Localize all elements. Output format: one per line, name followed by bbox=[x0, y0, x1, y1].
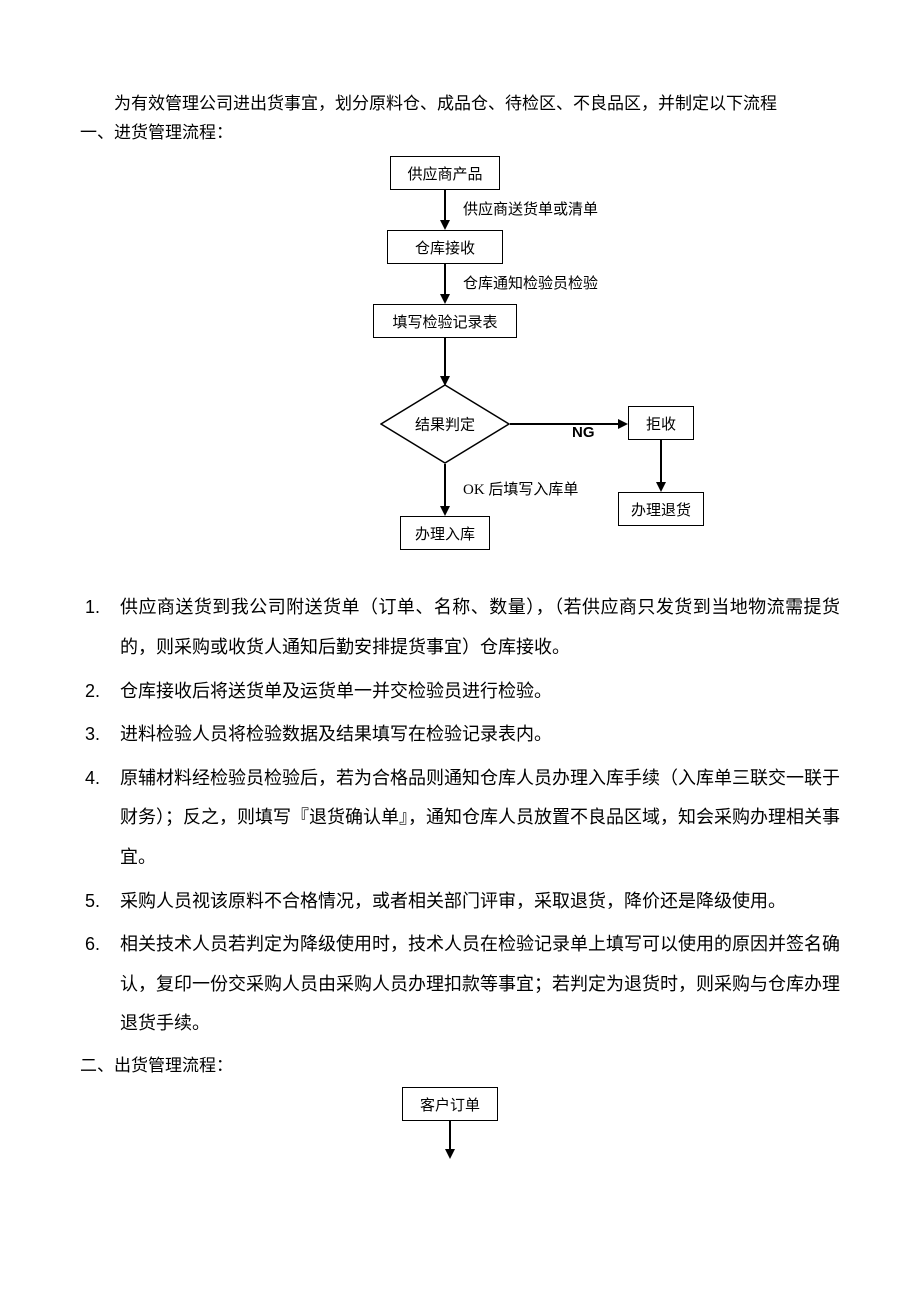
section-1-title: 一、进货管理流程： bbox=[80, 119, 840, 146]
flowchart-outbound: 客户订单 bbox=[80, 1087, 840, 1177]
flowchart-inbound: 供应商产品 供应商送货单或清单 仓库接收 仓库通知检验员检验 填写检验记录表 结… bbox=[80, 156, 840, 566]
node-supplier-product: 供应商产品 bbox=[390, 156, 500, 190]
intro-text: 为有效管理公司进出货事宜，划分原料仓、成品仓、待检区、不良品区，并制定以下流程 bbox=[80, 90, 840, 117]
step-item: 供应商送货到我公司附送货单（订单、名称、数量），（若供应商只发货到当地物流需提货… bbox=[80, 588, 840, 667]
edge-label-notify-inspector: 仓库通知检验员检验 bbox=[463, 272, 598, 293]
node-reject: 拒收 bbox=[628, 406, 694, 440]
step-item: 原辅材料经检验员检验后，若为合格品则通知仓库人员办理入库手续（入库单三联交一联于… bbox=[80, 759, 840, 878]
node-decision-result: 结果判定 bbox=[380, 384, 510, 464]
node-process-return: 办理退货 bbox=[618, 492, 704, 526]
step-item: 仓库接收后将送货单及运货单一并交检验员进行检验。 bbox=[80, 672, 840, 712]
node-warehouse-receive: 仓库接收 bbox=[387, 230, 503, 264]
step-item: 采购人员视该原料不合格情况，或者相关部门评审，采取退货，降价还是降级使用。 bbox=[80, 882, 840, 922]
node-customer-order: 客户订单 bbox=[402, 1087, 498, 1121]
edge-label-ok: OK 后填写入库单 bbox=[463, 478, 578, 499]
step-item: 相关技术人员若判定为降级使用时，技术人员在检验记录单上填写可以使用的原因并签名确… bbox=[80, 925, 840, 1044]
edge-label-delivery-note: 供应商送货单或清单 bbox=[463, 198, 598, 219]
node-fill-inspection: 填写检验记录表 bbox=[373, 304, 517, 338]
step-item: 进料检验人员将检验数据及结果填写在检验记录表内。 bbox=[80, 715, 840, 755]
section-2-title: 二、出货管理流程： bbox=[80, 1052, 840, 1079]
steps-list: 供应商送货到我公司附送货单（订单、名称、数量），（若供应商只发货到当地物流需提货… bbox=[80, 588, 840, 1044]
edge-label-ng: NG bbox=[572, 424, 595, 441]
node-process-inbound: 办理入库 bbox=[400, 516, 490, 550]
